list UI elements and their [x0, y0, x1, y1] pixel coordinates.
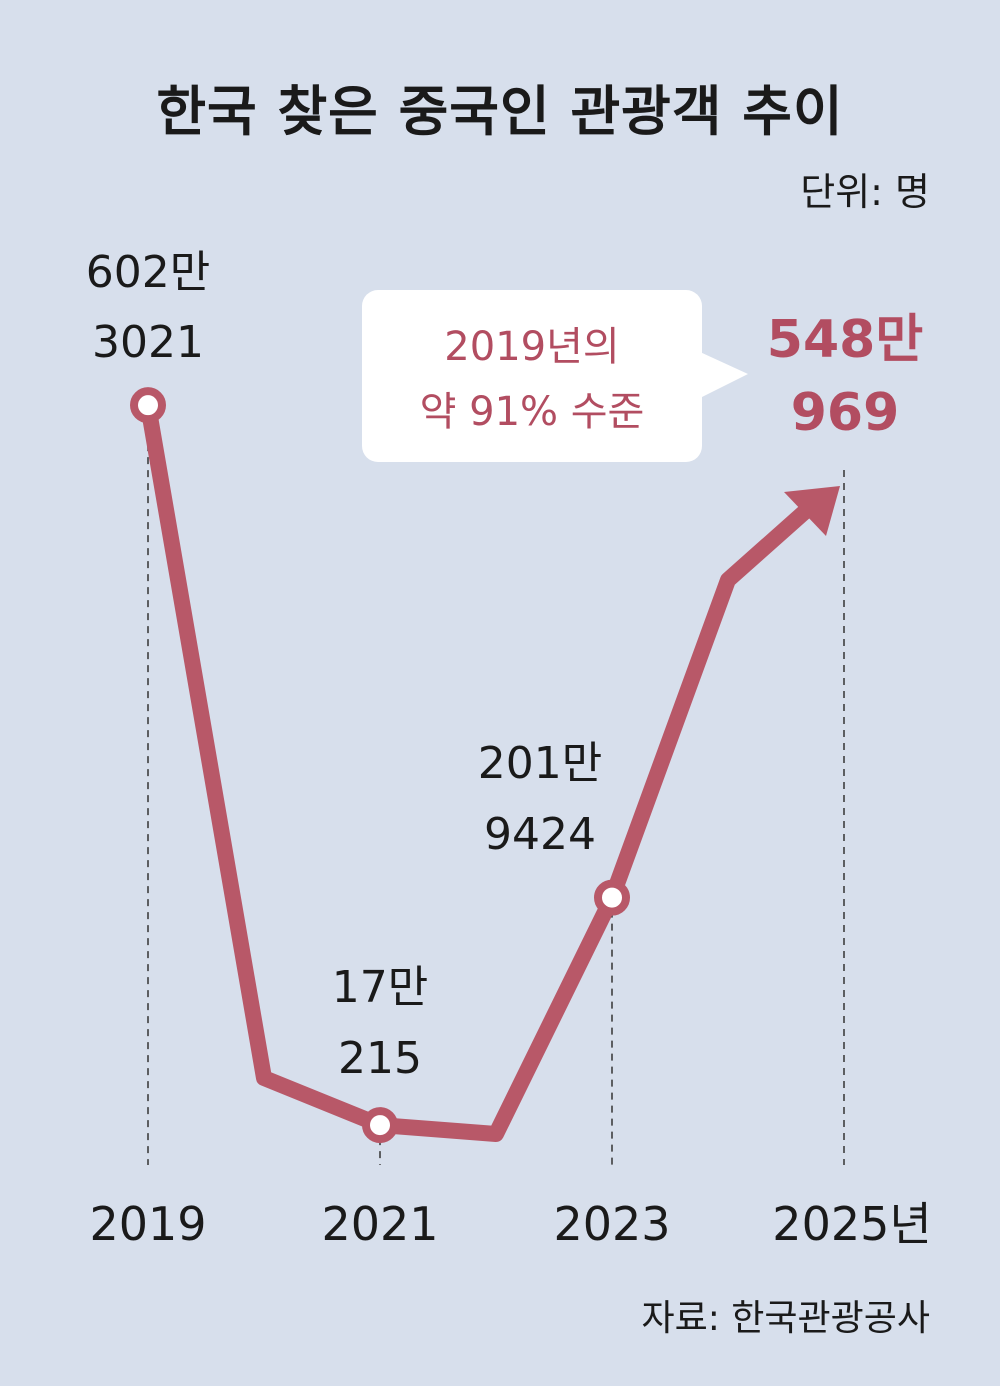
data-label-2021-2: 215	[338, 1033, 422, 1084]
point-marker-2019	[130, 387, 166, 424]
data-label-2019-1: 602만	[86, 247, 210, 298]
callout-bubble: 2019년의 약 91% 수준	[362, 290, 748, 462]
arrow-head	[784, 486, 840, 536]
data-label-2023-2: 9424	[484, 809, 596, 860]
point-marker-2023	[594, 879, 630, 916]
unit-label: 단위: 명	[800, 170, 930, 214]
x-tick-2019: 2019	[89, 1197, 206, 1251]
point-markers	[130, 387, 630, 1144]
data-label-2025-2: 969	[791, 383, 900, 443]
point-marker-2021	[362, 1107, 398, 1144]
x-tick-2023: 2023	[553, 1197, 670, 1251]
callout-line2: 약 91% 수준	[420, 389, 645, 435]
x-tick-2025: 2025년	[772, 1197, 931, 1251]
data-label-2023-1: 201만	[478, 738, 602, 789]
data-label-2025-1: 548만	[767, 310, 923, 370]
callout-line1: 2019년의	[444, 324, 619, 370]
x-tick-2021: 2021	[321, 1197, 438, 1251]
data-label-2021-1: 17만	[332, 962, 428, 1013]
series-line	[140, 397, 826, 1142]
source-label: 자료: 한국관광공사	[641, 1298, 930, 1339]
data-labels: 602만 3021 17만 215 201만 9424 548만 969	[86, 247, 923, 1084]
chart-title: 한국 찾은 중국인 관광객 추이	[156, 80, 843, 143]
data-label-2019-2: 3021	[92, 317, 204, 368]
x-axis-ticks: 2019 2021 2023 2025년	[89, 1197, 931, 1251]
